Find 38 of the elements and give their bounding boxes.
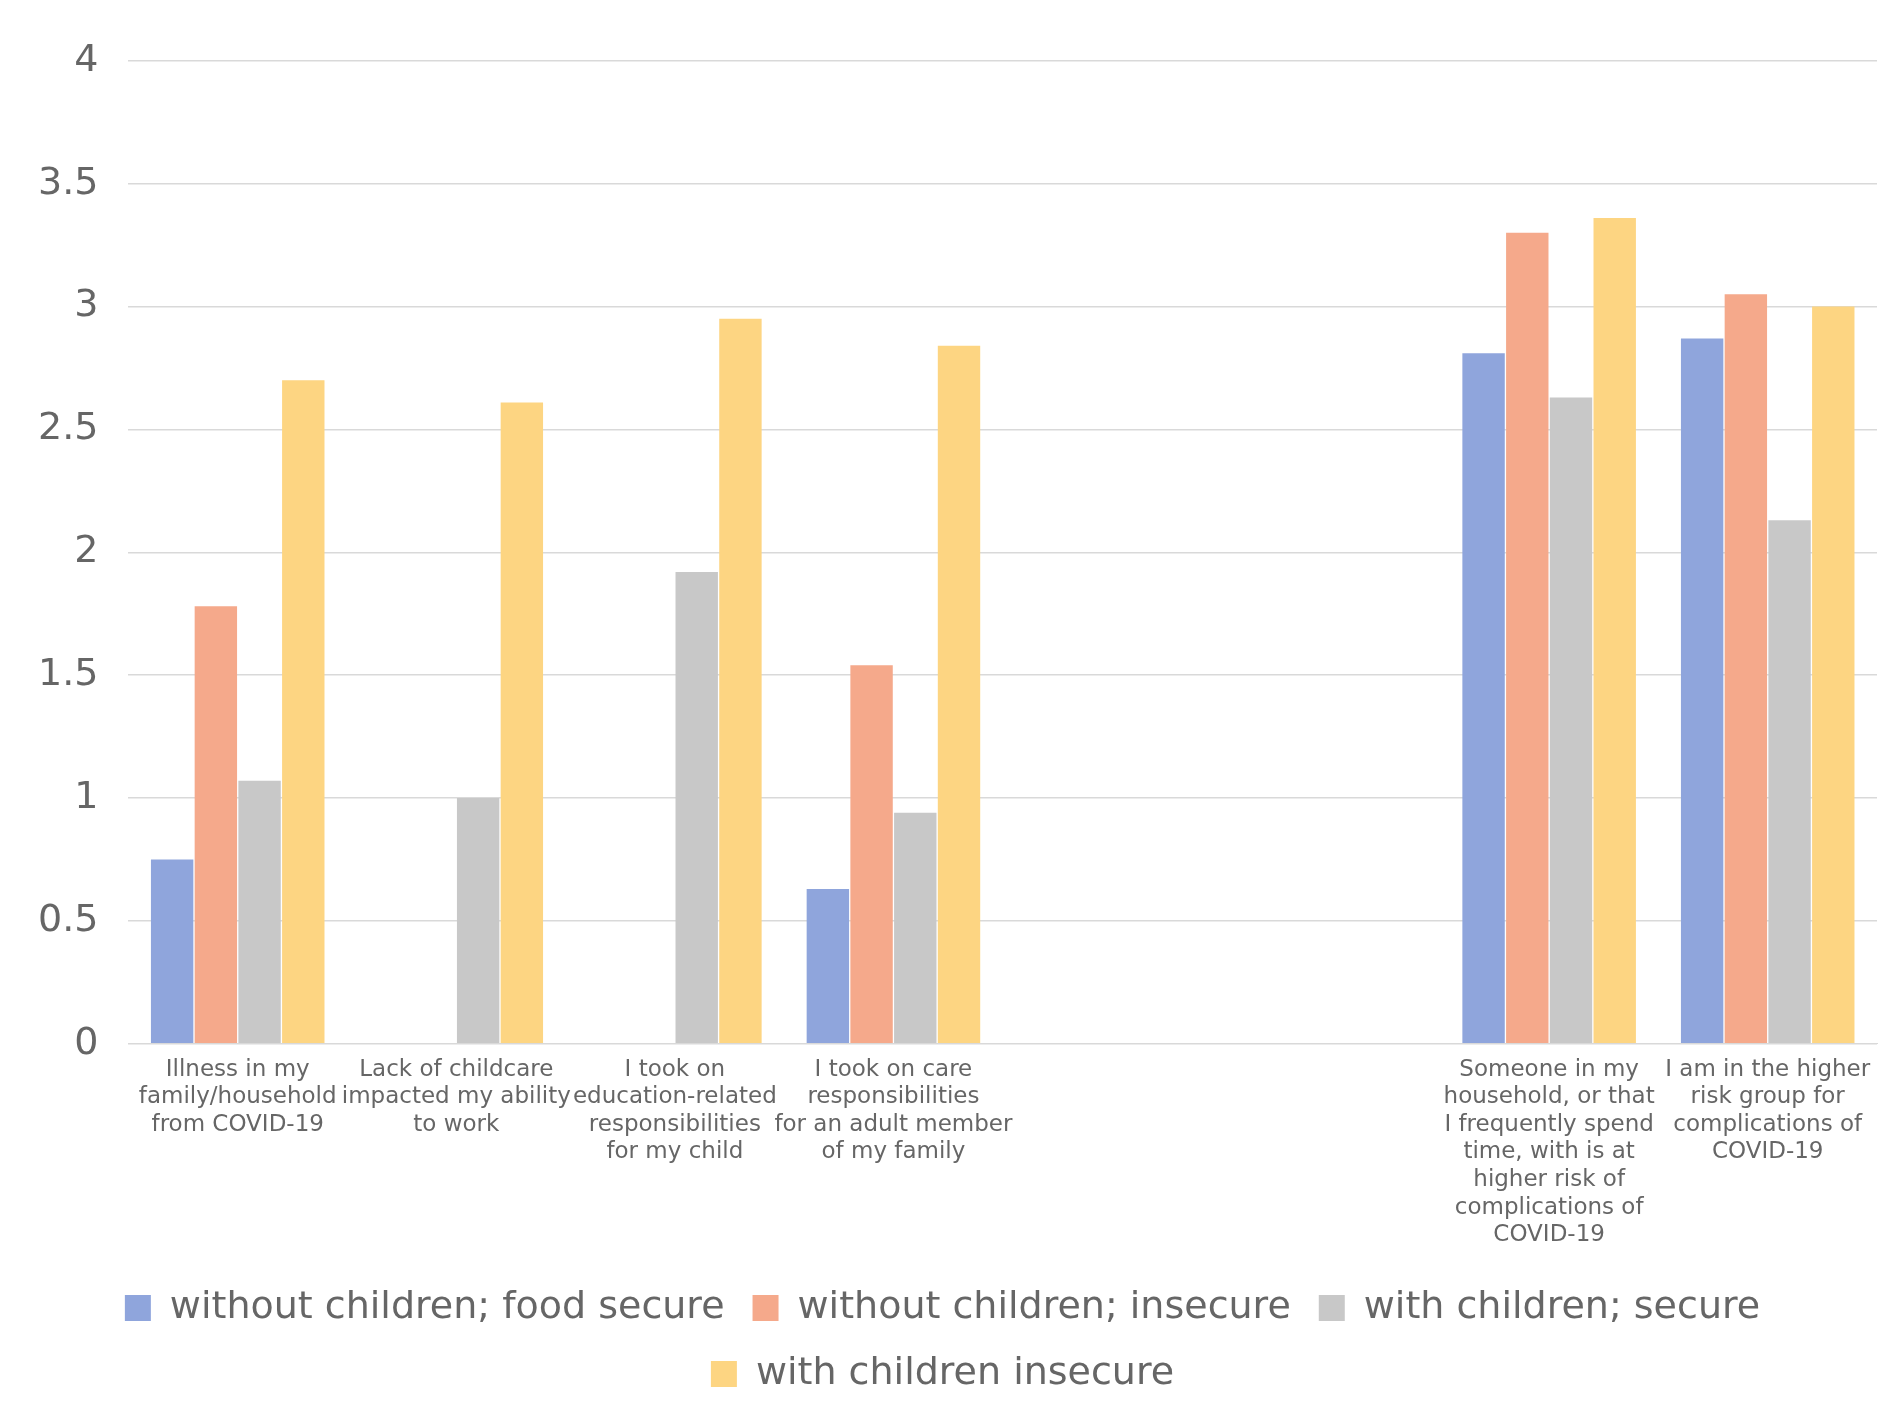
legend-label: with children; secure bbox=[1363, 1282, 1761, 1327]
bar bbox=[1680, 338, 1724, 1044]
y-tick-label: 3.5 bbox=[38, 158, 99, 203]
bar bbox=[894, 812, 937, 1044]
bar bbox=[1462, 353, 1505, 1044]
x-tick-label: Someone in my household, or that I frequently spend time, with is at higher risk of complications of COVID-19 bbox=[1443, 1054, 1655, 1247]
bar bbox=[150, 859, 194, 1044]
bar bbox=[282, 380, 325, 1044]
bar bbox=[719, 318, 762, 1044]
bar bbox=[1549, 397, 1593, 1044]
bar bbox=[1812, 306, 1855, 1044]
legend-label: with children insecure bbox=[755, 1348, 1175, 1393]
y-tick-label: 2.5 bbox=[38, 404, 99, 449]
bar bbox=[1593, 218, 1636, 1044]
y-tick-label: 0.5 bbox=[38, 895, 99, 940]
y-tick-label: 1.5 bbox=[38, 650, 99, 695]
x-tick-label: I am in the higher risk group for complications of COVID-19 bbox=[1665, 1054, 1871, 1164]
bar bbox=[456, 798, 500, 1044]
legend-label: without children; insecure bbox=[797, 1282, 1291, 1327]
bar bbox=[850, 665, 893, 1044]
y-tick-label: 1 bbox=[74, 772, 99, 817]
y-tick-label: 2 bbox=[74, 527, 99, 572]
bar bbox=[1724, 294, 1768, 1044]
bar bbox=[238, 780, 281, 1044]
bar bbox=[194, 606, 238, 1044]
bar bbox=[806, 888, 850, 1044]
x-tick-label: I took on care responsibilities for an adult member of my family bbox=[774, 1054, 1014, 1164]
bar bbox=[937, 345, 981, 1044]
bar bbox=[500, 402, 544, 1044]
x-tick-label: Illness in my family/household from COVID-19 bbox=[138, 1054, 337, 1136]
legend-label: without children; food secure bbox=[169, 1282, 725, 1327]
x-tick-label: Lack of childcare impacted my ability to work bbox=[341, 1054, 571, 1136]
y-tick-label: 0 bbox=[74, 1018, 99, 1063]
y-tick-label: 4 bbox=[74, 35, 99, 80]
bar bbox=[1506, 232, 1549, 1044]
bar bbox=[1768, 520, 1811, 1044]
y-tick-label: 3 bbox=[74, 281, 99, 326]
bar bbox=[675, 571, 718, 1044]
